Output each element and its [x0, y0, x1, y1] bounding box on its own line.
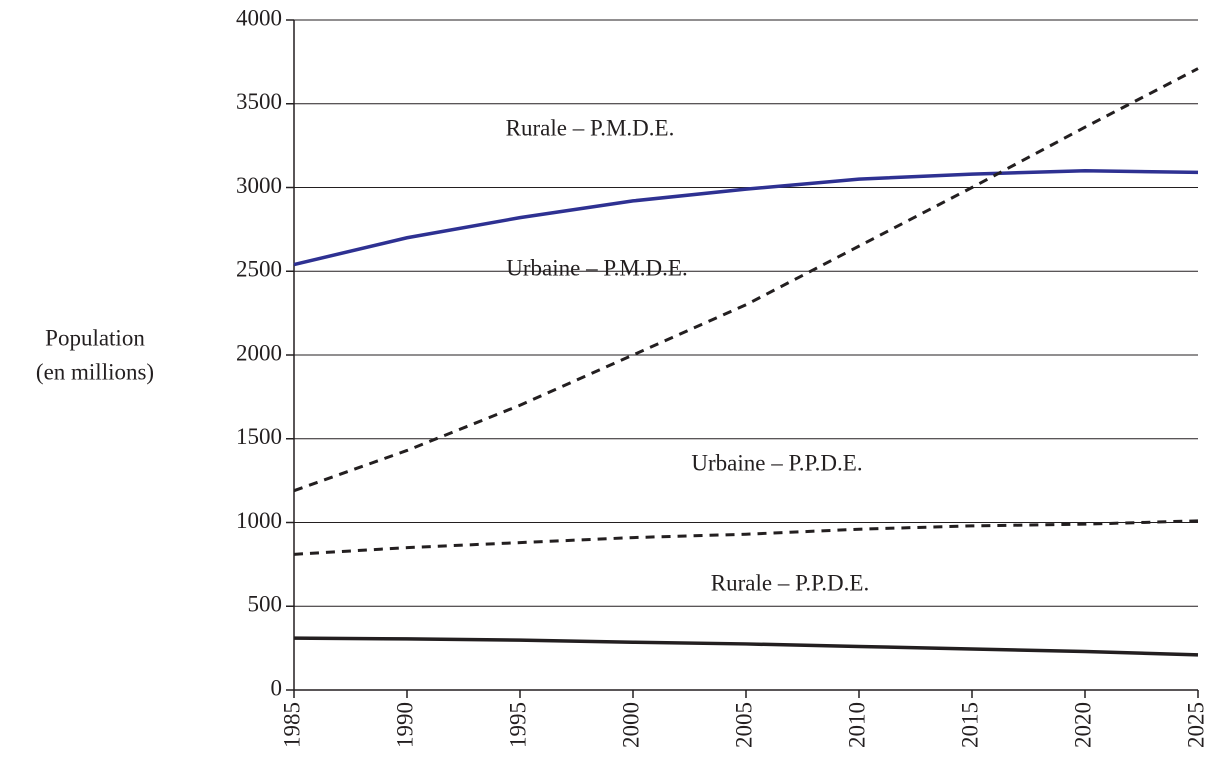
x-tick-label: 2020 [1070, 702, 1095, 748]
series-line [293, 519, 1199, 556]
y-axis-label: (en millions) [36, 359, 154, 384]
series-label: Rurale – P.M.D.E. [506, 115, 675, 140]
y-tick-label: 1500 [236, 424, 282, 449]
x-tick-label: 1995 [505, 702, 530, 748]
y-tick-label: 2000 [236, 340, 282, 365]
series-line [293, 168, 1199, 267]
y-tick-label: 500 [248, 592, 283, 617]
x-tick-label: 2005 [731, 702, 756, 748]
y-axis-label: Population [45, 325, 145, 350]
x-tick-label: 1985 [279, 702, 304, 748]
y-tick-label: 1000 [236, 508, 282, 533]
y-tick-label: 3500 [236, 89, 282, 114]
x-tick-label: 1990 [392, 702, 417, 748]
series-label: Rurale – P.P.D.E. [711, 570, 869, 595]
y-tick-label: 4000 [236, 5, 282, 30]
series-line [293, 636, 1199, 657]
x-tick-label: 2000 [618, 702, 643, 748]
x-tick-label: 2015 [957, 702, 982, 748]
y-tick-label: 0 [271, 675, 283, 700]
series-label: Urbaine – P.M.D.E. [506, 255, 687, 280]
x-tick-label: 2025 [1183, 702, 1208, 748]
x-tick-label: 2010 [844, 702, 869, 748]
series-label: Urbaine – P.P.D.E. [691, 450, 862, 475]
y-tick-label: 3000 [236, 173, 282, 198]
y-tick-label: 2500 [236, 257, 282, 282]
series-line [293, 67, 1199, 493]
